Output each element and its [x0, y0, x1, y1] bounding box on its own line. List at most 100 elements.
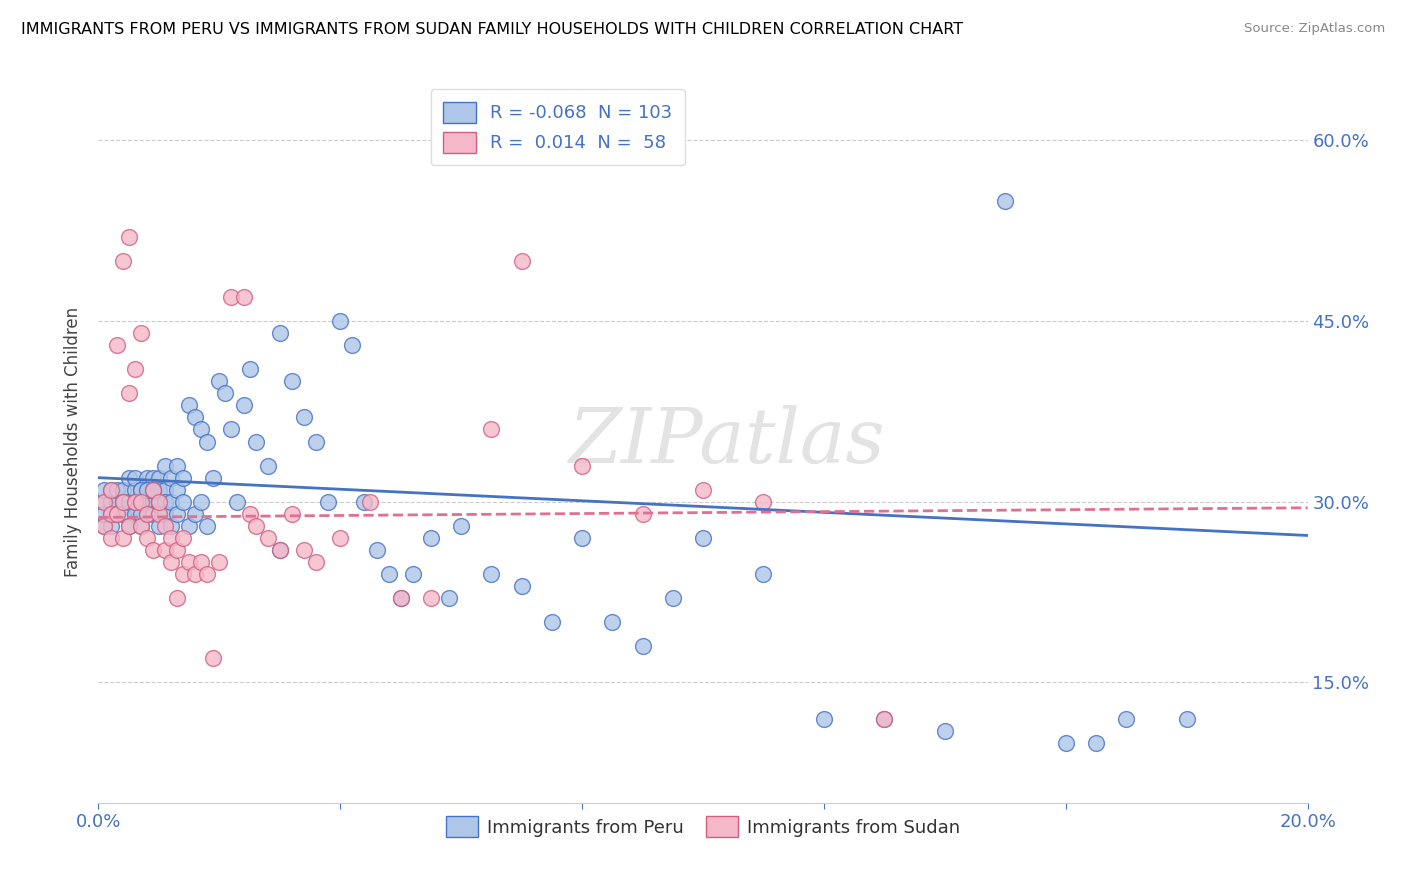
Point — [190, 555, 212, 569]
Point — [93, 494, 115, 508]
Point — [93, 494, 115, 508]
Point — [329, 314, 352, 328]
Point — [166, 483, 188, 497]
Point — [160, 470, 183, 484]
Point — [360, 494, 382, 508]
Point — [195, 518, 218, 533]
Point — [148, 507, 170, 521]
Point — [1115, 712, 1137, 726]
Legend: Immigrants from Peru, Immigrants from Sudan: Immigrants from Peru, Immigrants from Su… — [439, 809, 967, 845]
Point — [226, 494, 249, 508]
Point — [118, 494, 141, 508]
Point — [540, 615, 562, 630]
Point — [142, 483, 165, 497]
Point — [752, 567, 775, 582]
Point — [148, 483, 170, 497]
Point — [129, 518, 152, 533]
Point — [179, 398, 201, 412]
Point — [124, 362, 146, 376]
Point — [245, 518, 267, 533]
Point — [105, 494, 128, 508]
Point — [93, 518, 115, 533]
Point — [100, 483, 122, 497]
Point — [202, 651, 225, 665]
Point — [111, 531, 134, 545]
Point — [631, 639, 654, 653]
Point — [111, 253, 134, 268]
Point — [166, 591, 188, 606]
Point — [142, 470, 165, 484]
Point — [160, 531, 183, 545]
Point — [100, 518, 122, 533]
Point — [752, 494, 775, 508]
Point — [873, 712, 896, 726]
Point — [510, 253, 533, 268]
Point — [994, 194, 1017, 208]
Point — [142, 507, 165, 521]
Point — [142, 483, 165, 497]
Point — [135, 507, 157, 521]
Point — [129, 494, 152, 508]
Point — [118, 229, 141, 244]
Point — [342, 338, 364, 352]
Point — [153, 518, 176, 533]
Point — [510, 579, 533, 593]
Text: IMMIGRANTS FROM PERU VS IMMIGRANTS FROM SUDAN FAMILY HOUSEHOLDS WITH CHILDREN CO: IMMIGRANTS FROM PERU VS IMMIGRANTS FROM … — [21, 22, 963, 37]
Point — [135, 483, 157, 497]
Point — [129, 483, 152, 497]
Point — [389, 591, 412, 606]
Point — [142, 483, 165, 497]
Point — [1054, 735, 1077, 749]
Point — [124, 470, 146, 484]
Point — [190, 423, 212, 437]
Point — [111, 494, 134, 508]
Y-axis label: Family Households with Children: Family Households with Children — [65, 307, 83, 576]
Point — [124, 507, 146, 521]
Point — [232, 398, 254, 412]
Point — [481, 423, 503, 437]
Point — [135, 531, 157, 545]
Point — [256, 458, 278, 473]
Point — [148, 494, 170, 508]
Point — [148, 494, 170, 508]
Point — [316, 494, 339, 508]
Point — [934, 723, 956, 738]
Point — [100, 531, 122, 545]
Point — [135, 494, 157, 508]
Point — [692, 531, 714, 545]
Point — [184, 507, 207, 521]
Point — [124, 494, 146, 508]
Point — [148, 470, 170, 484]
Point — [245, 434, 267, 449]
Point — [135, 483, 157, 497]
Point — [420, 591, 443, 606]
Point — [208, 555, 231, 569]
Point — [160, 518, 183, 533]
Point — [221, 423, 243, 437]
Point — [124, 483, 146, 497]
Point — [602, 615, 624, 630]
Point — [232, 290, 254, 304]
Point — [111, 507, 134, 521]
Point — [329, 531, 352, 545]
Point — [481, 567, 503, 582]
Point — [195, 434, 218, 449]
Point — [1085, 735, 1108, 749]
Point — [631, 507, 654, 521]
Point — [437, 591, 460, 606]
Text: Source: ZipAtlas.com: Source: ZipAtlas.com — [1244, 22, 1385, 36]
Point — [305, 555, 328, 569]
Point — [118, 386, 141, 401]
Point — [269, 542, 291, 557]
Point — [93, 518, 115, 533]
Point — [172, 494, 194, 508]
Point — [160, 494, 183, 508]
Point — [179, 518, 201, 533]
Point — [281, 374, 304, 388]
Point — [256, 531, 278, 545]
Point — [105, 338, 128, 352]
Point — [184, 567, 207, 582]
Point — [142, 494, 165, 508]
Point — [214, 386, 236, 401]
Point — [118, 470, 141, 484]
